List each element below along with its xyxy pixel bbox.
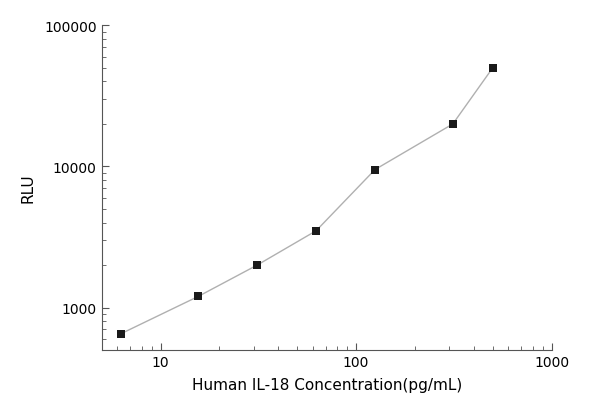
Point bbox=[116, 331, 125, 337]
X-axis label: Human IL-18 Concentration(pg/mL): Human IL-18 Concentration(pg/mL) bbox=[192, 377, 462, 392]
Point bbox=[488, 65, 497, 72]
Point bbox=[194, 293, 203, 300]
Point bbox=[312, 228, 321, 235]
Point bbox=[253, 262, 262, 269]
Point bbox=[371, 167, 380, 173]
Y-axis label: RLU: RLU bbox=[21, 173, 36, 203]
Point bbox=[448, 121, 458, 128]
